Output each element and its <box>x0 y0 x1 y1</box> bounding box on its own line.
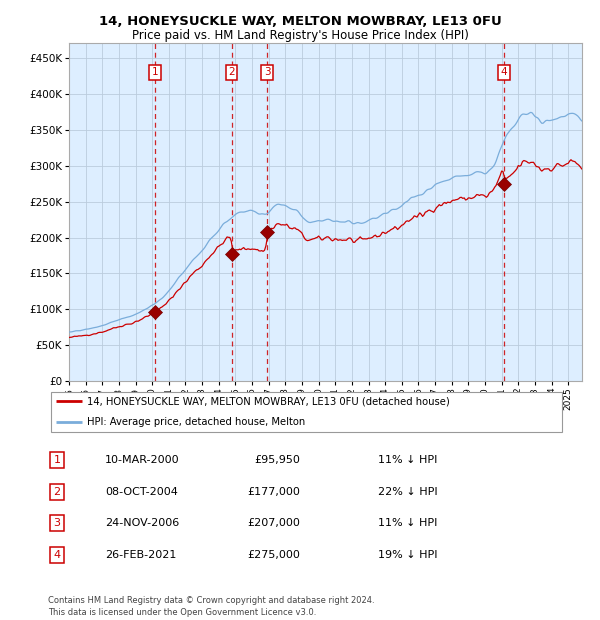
Text: 2: 2 <box>53 487 61 497</box>
Text: £207,000: £207,000 <box>247 518 300 528</box>
Text: 19% ↓ HPI: 19% ↓ HPI <box>378 550 437 560</box>
Text: 1: 1 <box>53 455 61 465</box>
Text: 26-FEB-2021: 26-FEB-2021 <box>105 550 176 560</box>
Text: 4: 4 <box>53 550 61 560</box>
Text: 24-NOV-2006: 24-NOV-2006 <box>105 518 179 528</box>
Text: 10-MAR-2000: 10-MAR-2000 <box>105 455 179 465</box>
Text: Contains HM Land Registry data © Crown copyright and database right 2024.
This d: Contains HM Land Registry data © Crown c… <box>48 596 374 617</box>
Text: 1: 1 <box>152 67 158 77</box>
Text: 4: 4 <box>501 67 508 77</box>
Text: 22% ↓ HPI: 22% ↓ HPI <box>378 487 437 497</box>
Text: £95,950: £95,950 <box>254 455 300 465</box>
Text: 11% ↓ HPI: 11% ↓ HPI <box>378 455 437 465</box>
Text: £177,000: £177,000 <box>247 487 300 497</box>
Text: 3: 3 <box>263 67 271 77</box>
Text: 2: 2 <box>228 67 235 77</box>
Text: £275,000: £275,000 <box>247 550 300 560</box>
Text: 08-OCT-2004: 08-OCT-2004 <box>105 487 178 497</box>
Text: 14, HONEYSUCKLE WAY, MELTON MOWBRAY, LE13 0FU: 14, HONEYSUCKLE WAY, MELTON MOWBRAY, LE1… <box>98 15 502 28</box>
Text: HPI: Average price, detached house, Melton: HPI: Average price, detached house, Melt… <box>87 417 305 427</box>
Text: 11% ↓ HPI: 11% ↓ HPI <box>378 518 437 528</box>
Text: 3: 3 <box>53 518 61 528</box>
Text: Price paid vs. HM Land Registry's House Price Index (HPI): Price paid vs. HM Land Registry's House … <box>131 29 469 42</box>
Text: 14, HONEYSUCKLE WAY, MELTON MOWBRAY, LE13 0FU (detached house): 14, HONEYSUCKLE WAY, MELTON MOWBRAY, LE1… <box>87 396 449 407</box>
